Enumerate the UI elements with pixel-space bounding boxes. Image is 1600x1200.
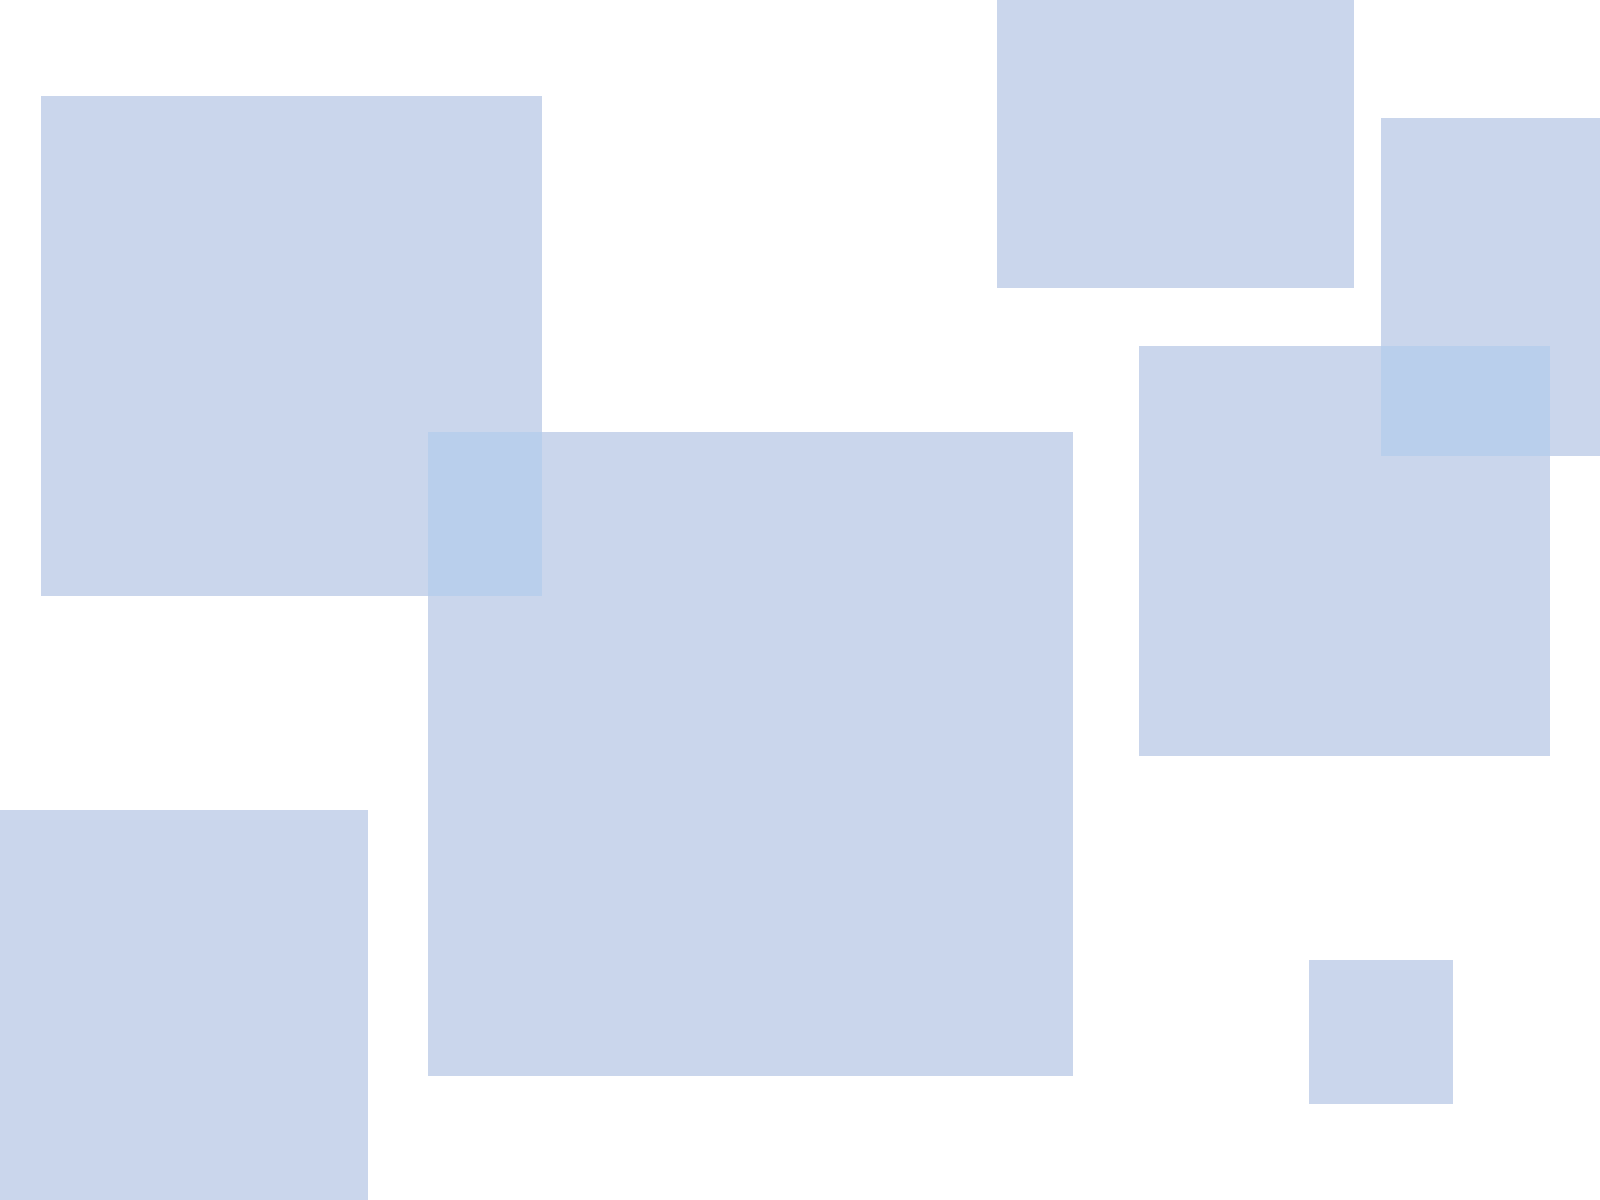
block-top-center-right (997, 0, 1354, 288)
overlap-region-left (428, 432, 542, 596)
block-bottom-right-small (1309, 960, 1453, 1104)
block-bottom-left (0, 810, 368, 1200)
overlap-region-right (1381, 346, 1550, 456)
